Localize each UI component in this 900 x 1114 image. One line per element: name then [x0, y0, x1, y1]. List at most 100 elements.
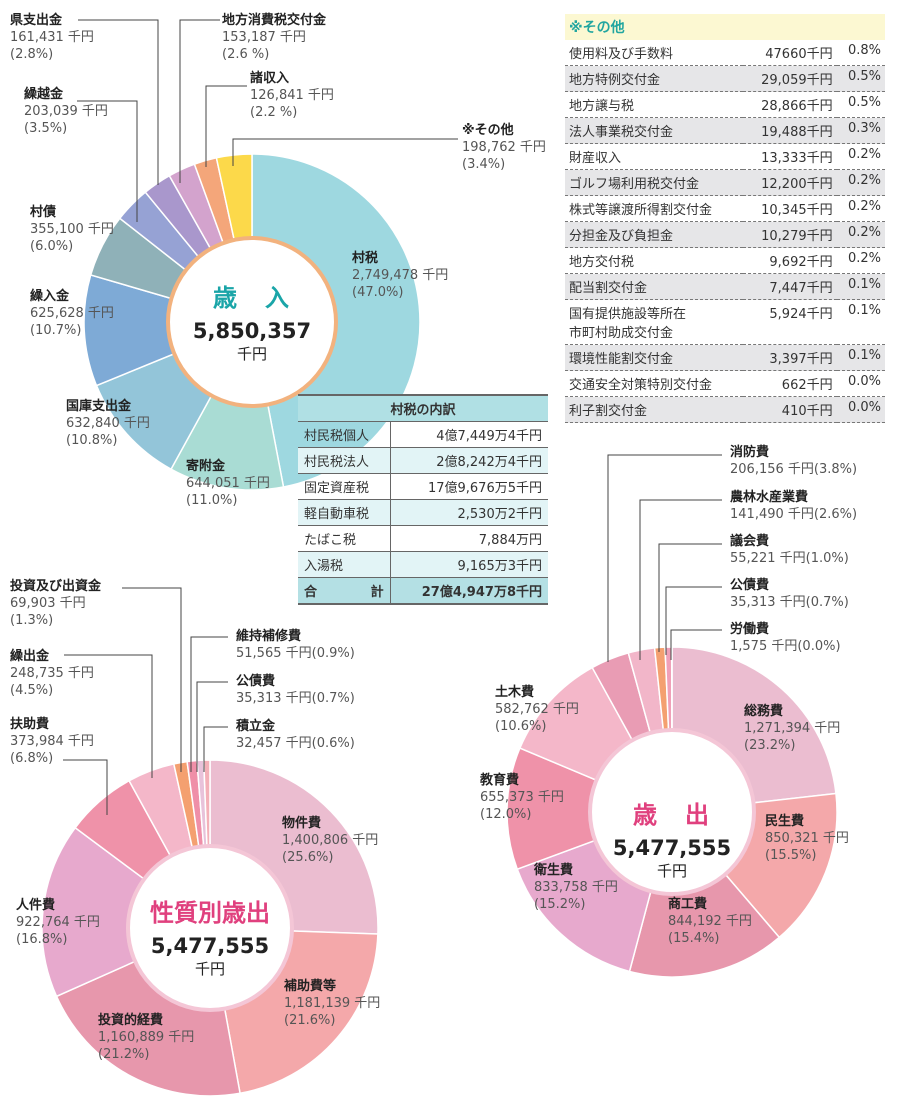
- exp-title: 歳 出: [633, 801, 711, 829]
- others-pct: 0.0%: [836, 370, 885, 397]
- slice-label-pct: (15.5%): [765, 848, 817, 863]
- slice-label-name: 寄附金: [186, 459, 226, 474]
- others-table: ※その他 使用料及び手数料 47660千円 0.8% 地方特例交付金 29,059千円 0…: [565, 14, 885, 423]
- others-amount: 13,333千円: [742, 143, 837, 170]
- others-name: 地方交付税: [565, 247, 743, 274]
- others-name: 法人事業税交付金: [565, 117, 743, 144]
- char-exp-title: 性質別歳出: [150, 899, 270, 927]
- slice-label-amount: 922,764 千円: [16, 915, 100, 930]
- slice-label: 人件費 922,764 千円 (16.8%): [16, 897, 100, 948]
- slice-label-name: 公債費: [730, 578, 770, 593]
- others-row: 利子割交付金 410千円 0.0%: [565, 396, 885, 423]
- slice-label-pct: (11.0%): [186, 493, 238, 508]
- others-amount: 5,924千円: [742, 299, 837, 345]
- slice-label-amount: 126,841 千円: [250, 88, 334, 103]
- slice-label-pct: (0.9%): [311, 646, 355, 661]
- slice-label: 議会費 55,221 千円(1.0%): [730, 533, 849, 567]
- slice-label-amount: 1,400,806 千円: [282, 833, 379, 848]
- exp-total: 5,477,555: [612, 836, 732, 860]
- sonzei-amount: 17億9,676万5千円: [389, 473, 548, 500]
- slice-label-pct: (2.6 %): [222, 47, 270, 62]
- others-amount: 28,866千円: [742, 91, 837, 118]
- slice-label-pct: (3.8%): [813, 462, 858, 477]
- slice-label-amount: 203,039 千円: [24, 104, 108, 119]
- slice-label-amount: 51,565 千円: [236, 646, 312, 661]
- sonzei-total-label: 合計: [298, 577, 391, 605]
- slice-label-amount: 1,575 千円: [730, 639, 798, 654]
- slice-label-pct: (0.7%): [311, 691, 355, 706]
- others-pct: 0.2%: [836, 195, 885, 222]
- others-pct: 0.2%: [836, 169, 885, 196]
- slice-label: 地方消費税交付金 153,187 千円 (2.6 %): [222, 12, 326, 63]
- slice-label: 土木費 582,762 千円 (10.6%): [495, 684, 579, 735]
- sonzei-amount: 7,884万円: [389, 525, 548, 552]
- others-name: 配当割交付金: [565, 273, 743, 300]
- others-title: ※その他: [565, 14, 885, 40]
- slice-label-pct: (0.6%): [311, 736, 355, 751]
- others-pct: 0.5%: [836, 65, 885, 92]
- slice-label-pct: (1.3%): [10, 613, 54, 628]
- others-amount: 7,447千円: [742, 273, 837, 300]
- slice-label-amount: 69,903 千円: [10, 596, 86, 611]
- others-row: 法人事業税交付金 19,488千円 0.3%: [565, 117, 885, 144]
- slice-label-pct: (0.7%): [805, 595, 849, 610]
- slice-label-pct: (15.2%): [534, 897, 586, 912]
- slice-label-name: 投資的経費: [98, 1013, 164, 1028]
- slice-label: 積立金 32,457 千円(0.6%): [236, 718, 355, 752]
- slice-label-pct: (2.8%): [10, 47, 54, 62]
- slice-label-name: 労働費: [730, 622, 770, 637]
- slice-label-name: 補助費等: [284, 979, 337, 994]
- sonzei-amount: 9,165万3千円: [389, 551, 548, 578]
- slice-label-name: 衛生費: [534, 863, 574, 878]
- sonzei-table: 村税の内訳 村民税個人 4億7,449万4千円 村民税法人 2億8,242万4千円 固定…: [298, 394, 548, 605]
- others-amount: 19,488千円: [742, 117, 837, 144]
- slice-label: 諸収入 126,841 千円 (2.2 %): [250, 70, 334, 121]
- slice-label: 公債費 35,313 千円(0.7%): [730, 577, 849, 611]
- sonzei-amount: 4億7,449万4千円: [389, 421, 548, 448]
- slice-label-pct: (15.4%): [668, 931, 720, 946]
- slice-label: 教育費 655,373 千円 (12.0%): [480, 772, 564, 823]
- slice-label-pct: (4.5%): [10, 683, 54, 698]
- sonzei-row: 入湯税 9,165万3千円: [298, 551, 548, 578]
- slice-label: 補助費等 1,181,139 千円 (21.6%): [284, 978, 380, 1029]
- others-name: ゴルフ場利用税交付金: [565, 169, 743, 196]
- others-name: 分担金及び負担金: [565, 221, 743, 248]
- slice-label-amount: 373,984 千円: [10, 734, 94, 749]
- sonzei-row: たばこ税 7,884万円: [298, 525, 548, 552]
- sonzei-name: 固定資産税: [298, 473, 391, 500]
- others-row: 地方特例交付金 29,059千円 0.5%: [565, 65, 885, 92]
- others-row: 使用料及び手数料 47660千円 0.8%: [565, 40, 885, 66]
- others-row: ゴルフ場利用税交付金 12,200千円 0.2%: [565, 169, 885, 196]
- slice-label-name: 諸収入: [250, 71, 290, 86]
- slice-label: 消防費 206,156 千円(3.8%): [730, 444, 857, 478]
- slice-label-name: 商工費: [668, 897, 708, 912]
- sonzei-title: 村税の内訳: [298, 394, 548, 422]
- char-exp-center: 性質別歳出 5,477,555 千円: [120, 893, 300, 979]
- slice-label-amount: 248,735 千円: [10, 666, 94, 681]
- slice-label: 維持補修費 51,565 千円(0.9%): [236, 628, 355, 662]
- slice-label-name: 議会費: [730, 534, 770, 549]
- slice-label-pct: (12.0%): [480, 807, 532, 822]
- slice-label: 民生費 850,321 千円 (15.5%): [765, 813, 849, 864]
- others-pct: 0.1%: [836, 299, 885, 345]
- slice-label-amount: 35,313 千円: [730, 595, 806, 610]
- slice-label: 物件費 1,400,806 千円 (25.6%): [282, 815, 378, 866]
- slice-label-name: 物件費: [282, 816, 322, 831]
- sonzei-name: たばこ税: [298, 525, 391, 552]
- slice-label-name: 人件費: [16, 898, 56, 913]
- slice-label-amount: 1,181,139 千円: [284, 996, 381, 1011]
- slice-label-amount: 206,156 千円: [730, 462, 814, 477]
- slice-label-name: 公債費: [236, 674, 276, 689]
- others-row: 地方交付税 9,692千円 0.2%: [565, 247, 885, 274]
- slice-label: 労働費 1,575 千円(0.0%): [730, 621, 841, 655]
- slice-label-amount: 644,051 千円: [186, 476, 270, 491]
- slice-label-pct: (10.6%): [495, 719, 547, 734]
- slice-label-amount: 153,187 千円: [222, 30, 306, 45]
- slice-label-pct: (16.8%): [16, 932, 68, 947]
- slice-label-name: 積立金: [236, 719, 276, 734]
- slice-label-pct: (3.4%): [462, 157, 506, 172]
- sonzei-name: 軽自動車税: [298, 499, 391, 526]
- others-pct: 0.8%: [836, 40, 885, 66]
- slice-label-pct: (10.8%): [66, 433, 118, 448]
